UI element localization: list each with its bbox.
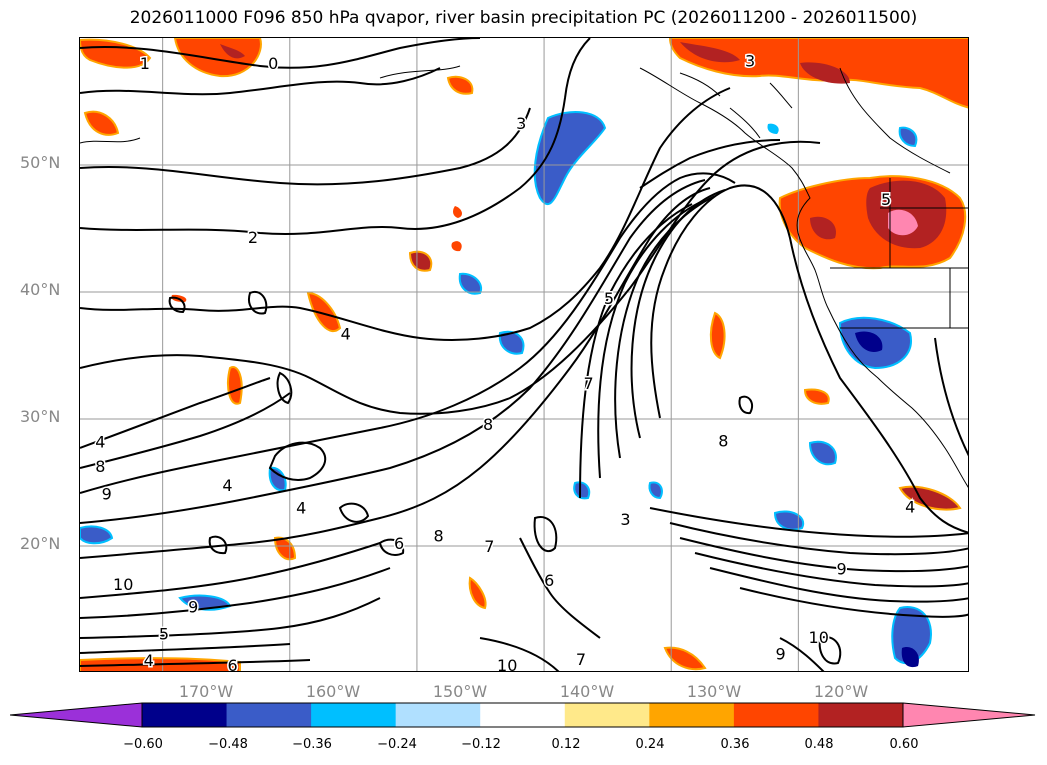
colorbar-tick-label: −0.60 — [123, 737, 163, 752]
colorbar-tick-label: 0.36 — [720, 737, 750, 752]
lon-label: 150°W — [432, 682, 488, 701]
colorbar-segment — [142, 703, 228, 727]
contour-label: 8 — [95, 457, 105, 476]
colorbar-extend-high — [902, 702, 1036, 728]
contour-label: 9 — [775, 645, 785, 664]
colorbar-tick-label: 0.48 — [804, 737, 834, 752]
colorbar-tick-label: −0.48 — [208, 737, 248, 752]
colorbar-frame — [141, 702, 904, 728]
contour-label: 1 — [140, 54, 150, 73]
contour-label: 4 — [144, 651, 154, 670]
colorbar-tick-label: 0.24 — [635, 737, 665, 752]
contour-label: 0 — [268, 54, 278, 73]
colorbar-tick-label: 0.12 — [551, 737, 581, 752]
colorbar — [10, 702, 1036, 728]
contour-label: 4 — [905, 497, 915, 516]
colorbar-tick-label: −0.36 — [292, 737, 332, 752]
colorbar-segment — [226, 703, 312, 727]
contour-label: 8 — [718, 431, 728, 450]
contour-label: 2 — [248, 228, 258, 247]
lon-label: 170°W — [178, 682, 234, 701]
contour-label: 5 — [604, 289, 614, 308]
qvapor-contours — [80, 38, 968, 671]
contour-label: 9 — [836, 560, 846, 579]
lat-label: 30°N — [20, 407, 61, 426]
colorbar-extend-low — [10, 702, 143, 728]
contour-label: 7 — [576, 650, 586, 669]
contour-label: 3 — [745, 52, 755, 71]
lon-label: 130°W — [686, 682, 742, 701]
map-panel[interactable]: 1 0 3 2 4 8 4 8 9 4 4 6 8 7 10 9 5 4 6 10 5 7 3 8 6 9 4 10 9 7 5 3 — [79, 37, 969, 672]
colorbar-segment — [480, 703, 566, 727]
coastline — [80, 65, 968, 488]
contour-label: 10 — [809, 628, 829, 647]
lon-label: 160°W — [305, 682, 361, 701]
colorbar-segment — [311, 703, 397, 727]
lon-label: 140°W — [559, 682, 615, 701]
contour-label: 7 — [484, 537, 494, 556]
colorbar-tick-label: 0.60 — [889, 737, 919, 752]
colorbar-segment — [395, 703, 481, 727]
contour-label: 8 — [433, 527, 443, 546]
contour-label: 9 — [188, 598, 198, 617]
contour-label: 4 — [296, 499, 306, 518]
contour-label: 6 — [394, 534, 404, 553]
contour-label: 6 — [544, 571, 554, 590]
contour-label: 10 — [497, 656, 517, 672]
colorbar-segment — [649, 703, 735, 727]
contour-label: 3 — [516, 114, 526, 133]
contour-label: 4 — [95, 433, 105, 452]
colorbar-segment — [564, 703, 650, 727]
contour-label: 10 — [113, 575, 133, 594]
colorbar-segment — [818, 703, 904, 727]
lon-label: 120°W — [813, 682, 869, 701]
lat-label: 20°N — [20, 534, 61, 553]
contour-label: 4 — [341, 325, 351, 344]
page-title: 2026011000 F096 850 hPa qvapor, river ba… — [129, 8, 918, 28]
contour-label: 5 — [159, 624, 169, 643]
contour-label: 3 — [620, 510, 630, 529]
lat-label: 50°N — [20, 153, 61, 172]
colorbar-segment — [733, 703, 819, 727]
lat-label: 40°N — [20, 280, 61, 299]
colorbar-tick-label: −0.12 — [461, 737, 501, 752]
colorbar-tick-label: −0.24 — [377, 737, 417, 752]
contour-label: 8 — [483, 415, 493, 434]
contour-label: 6 — [227, 656, 237, 672]
contour-label: 7 — [583, 374, 593, 393]
contour-label: 9 — [102, 485, 112, 504]
contour-label: 4 — [222, 476, 232, 495]
contour-label: 5 — [881, 190, 891, 209]
